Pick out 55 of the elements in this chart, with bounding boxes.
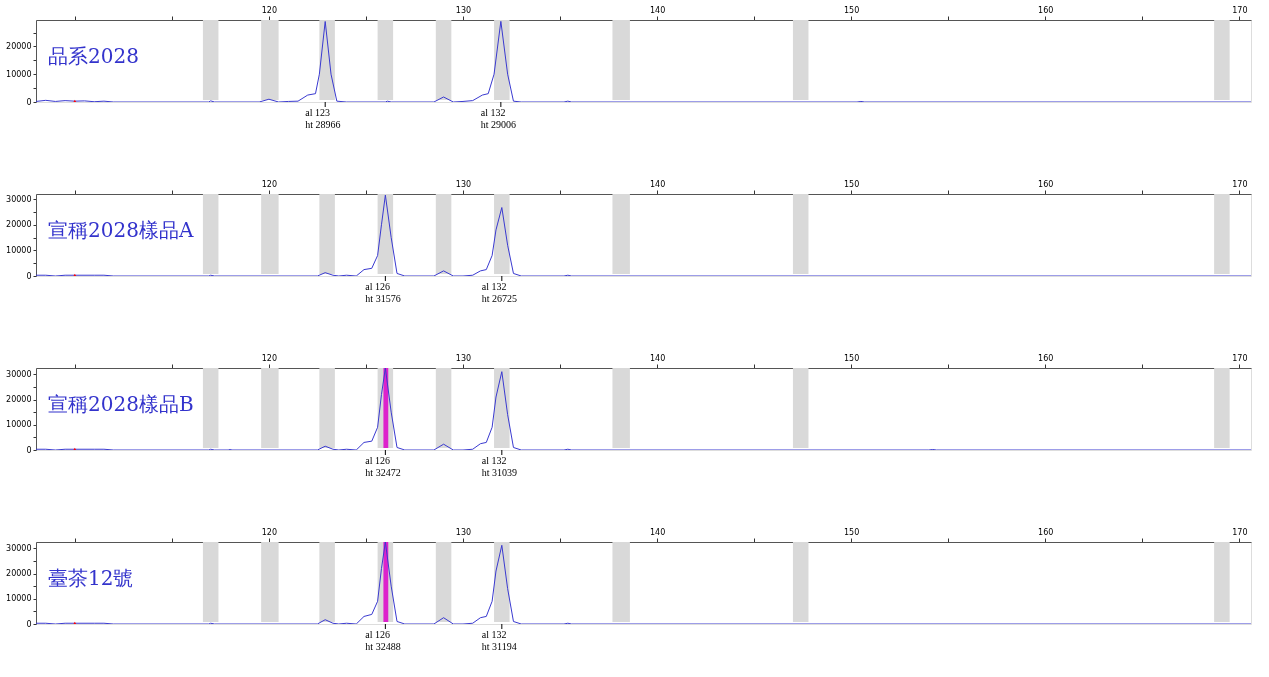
y-tick-label: 10000 <box>6 69 32 79</box>
x-tick-label: 170 <box>1232 5 1248 15</box>
x-tick-label: 170 <box>1232 527 1248 537</box>
y-tick-label: 20000 <box>6 41 32 51</box>
x-tick-label: 140 <box>649 527 666 537</box>
x-tick-label: 120 <box>261 5 278 15</box>
y-tick-label: 10000 <box>6 594 32 604</box>
y-tick-label: 0 <box>26 97 32 107</box>
x-tick-label: 120 <box>261 527 278 537</box>
y-tick-label: 0 <box>26 445 32 455</box>
text: al 126 ht 32488 <box>365 629 401 652</box>
y-tick-label: 30000 <box>6 543 32 553</box>
y-tick-label: 0 <box>26 619 32 629</box>
line-series <box>36 194 1251 276</box>
y-tick-label: 10000 <box>6 420 32 430</box>
line-series <box>36 20 1251 102</box>
text: 臺茶12號 <box>48 565 134 590</box>
y-tick-label: 20000 <box>6 220 32 230</box>
x-tick-label: 150 <box>844 353 860 363</box>
text: al 132 ht 26725 <box>481 281 518 304</box>
y-tick-label: 20000 <box>6 569 32 579</box>
x-tick-label: 130 <box>455 527 472 537</box>
y-tick-label: 10000 <box>6 245 32 255</box>
x-tick-label: 140 <box>649 5 666 15</box>
y-tick-label: 20000 <box>6 395 32 405</box>
x-tick-label: 120 <box>261 179 278 189</box>
line-series <box>36 368 1251 450</box>
text: al 126 ht 32472 <box>365 455 401 478</box>
x-tick-label: 170 <box>1232 179 1248 189</box>
x-tick-label: 160 <box>1038 179 1054 189</box>
text: 宣稱2028樣品B <box>48 391 194 416</box>
x-tick-label: 130 <box>455 5 472 15</box>
line-series <box>36 542 1251 624</box>
text: 宣稱2028樣品A <box>48 217 194 242</box>
x-tick-label: 160 <box>1038 527 1054 537</box>
x-tick-label: 130 <box>455 353 472 363</box>
x-tick-label: 160 <box>1038 353 1054 363</box>
x-tick-label: 170 <box>1232 353 1248 363</box>
text: 品系2028 <box>48 43 139 68</box>
x-tick-label: 160 <box>1038 5 1054 15</box>
x-tick-label: 150 <box>844 527 860 537</box>
x-tick-label: 150 <box>844 5 860 15</box>
y-tick-label: 30000 <box>6 194 32 204</box>
x-tick-label: 150 <box>844 179 860 189</box>
text: al 132 ht 31039 <box>481 455 518 478</box>
x-tick-label: 140 <box>649 179 666 189</box>
text: al 123 ht 28966 <box>305 107 341 130</box>
x-tick-label: 120 <box>261 353 278 363</box>
y-tick-label: 30000 <box>6 369 32 379</box>
text: al 132 ht 29006 <box>480 107 517 130</box>
text: al 126 ht 31576 <box>365 281 401 304</box>
x-tick-label: 140 <box>649 353 666 363</box>
text: al 132 ht 31194 <box>481 629 517 652</box>
y-tick-label: 0 <box>26 271 32 281</box>
x-tick-label: 130 <box>455 179 472 189</box>
